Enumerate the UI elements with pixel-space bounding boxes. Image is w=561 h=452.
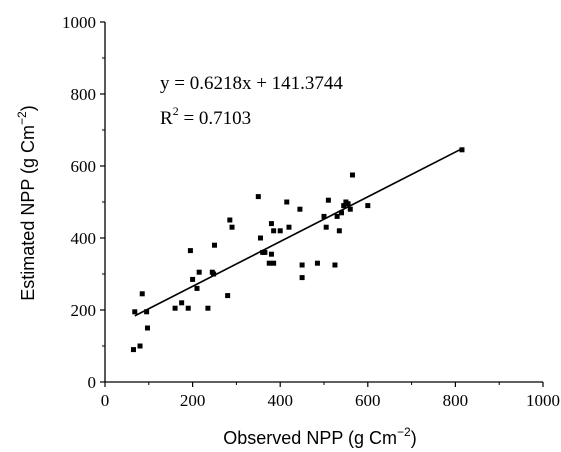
data-point <box>266 260 272 266</box>
y-axis-ticks: 0 200 400 600 800 1000 <box>62 13 105 392</box>
r-squared-annotation: R2 = 0.7103 <box>160 104 251 129</box>
data-point <box>139 291 145 297</box>
data-point <box>196 269 202 275</box>
data-point <box>185 305 191 311</box>
data-point <box>347 206 353 212</box>
y-tick-label: 0 <box>88 373 97 392</box>
data-point <box>339 210 345 216</box>
regression-line <box>134 147 463 317</box>
data-point <box>299 262 305 268</box>
data-point <box>225 293 231 299</box>
data-point <box>205 305 211 311</box>
y-tick-label: 800 <box>71 85 97 104</box>
data-point <box>268 251 274 257</box>
data-point <box>227 217 233 223</box>
data-point <box>286 224 292 230</box>
data-point <box>299 275 305 281</box>
data-points <box>130 147 465 353</box>
data-point <box>365 203 371 209</box>
data-point <box>144 325 150 331</box>
data-point <box>179 300 185 306</box>
y-tick-label: 400 <box>71 229 97 248</box>
data-point <box>211 271 217 277</box>
x-tick-label: 400 <box>267 391 293 410</box>
data-point <box>194 285 200 291</box>
data-point <box>172 305 178 311</box>
data-point <box>257 235 263 241</box>
y-tick-label: 600 <box>71 157 97 176</box>
data-point <box>341 203 347 209</box>
x-tick-label: 800 <box>443 391 469 410</box>
x-axis-title-superscript: −2 <box>397 425 411 439</box>
data-point <box>212 242 217 248</box>
data-point <box>132 309 138 315</box>
r-squared-value: = 0.7103 <box>179 108 251 129</box>
x-axis-title: Observed NPP (g Cm−2) <box>223 425 416 448</box>
data-point <box>144 309 150 315</box>
x-axis-ticks: 0 200 400 600 800 1000 <box>101 382 560 410</box>
x-tick-label: 0 <box>101 391 110 410</box>
r-squared-superscript: 2 <box>173 104 179 118</box>
data-point <box>325 197 331 203</box>
y-tick-label: 200 <box>71 301 97 320</box>
data-point <box>271 228 277 234</box>
x-tick-label: 200 <box>180 391 206 410</box>
data-point <box>284 199 290 205</box>
data-point <box>459 147 465 153</box>
data-point <box>334 213 340 219</box>
y-axis-title: Estimated NPP (g Cm−2) <box>15 105 38 300</box>
x-tick-label: 600 <box>355 391 381 410</box>
data-point <box>336 228 342 234</box>
data-point <box>332 262 338 268</box>
data-point <box>271 260 277 266</box>
data-point <box>277 228 283 234</box>
x-axis-title-text: Observed NPP (g Cm <box>223 428 397 448</box>
data-point <box>187 248 193 254</box>
data-point <box>321 213 327 219</box>
r-squared-prefix: R <box>160 108 173 129</box>
data-point <box>345 201 351 207</box>
x-tick-label: 1000 <box>526 391 560 410</box>
data-point <box>314 260 320 266</box>
x-axis-title-close: ) <box>411 428 417 448</box>
y-axis-title-superscript: −2 <box>15 111 29 125</box>
data-point <box>323 224 329 230</box>
data-point <box>349 172 355 178</box>
y-axis-title-text: Estimated NPP (g Cm <box>18 125 38 301</box>
data-point <box>190 276 196 282</box>
data-point <box>229 224 235 230</box>
data-point <box>137 343 143 349</box>
data-point <box>262 249 268 255</box>
data-point <box>297 206 303 212</box>
data-point <box>255 194 261 200</box>
data-point <box>130 347 136 353</box>
equation-annotation: y = 0.6218x + 141.3744 <box>160 73 343 94</box>
data-point <box>268 221 274 227</box>
y-axis-title-close: ) <box>18 105 38 111</box>
y-tick-label: 1000 <box>62 13 96 32</box>
